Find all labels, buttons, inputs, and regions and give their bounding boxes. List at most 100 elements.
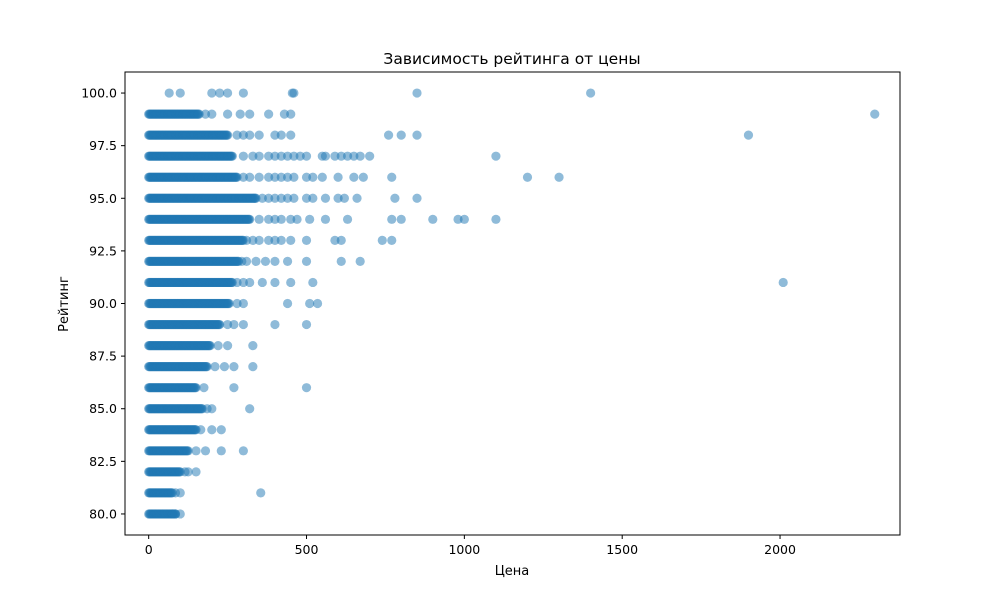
- data-point: [312, 298, 323, 309]
- data-point: [264, 235, 274, 245]
- data-point: [260, 256, 271, 267]
- points-layer: [144, 88, 880, 519]
- y-tick-label: 97.5: [89, 138, 117, 153]
- data-point: [191, 446, 201, 456]
- data-point: [241, 235, 252, 245]
- data-point: [282, 172, 293, 182]
- data-point: [254, 235, 264, 245]
- data-point: [276, 214, 286, 224]
- data-point: [238, 88, 248, 98]
- data-point: [286, 214, 296, 224]
- data-point: [270, 130, 280, 140]
- data-point: [276, 172, 286, 182]
- data-point: [219, 362, 230, 372]
- data-point: [336, 151, 346, 161]
- data-point: [308, 193, 318, 203]
- data-point: [270, 214, 280, 224]
- data-point: [232, 172, 242, 182]
- data-point: [317, 151, 327, 161]
- data-point: [238, 172, 248, 182]
- data-point: [301, 235, 312, 245]
- data-point: [229, 383, 239, 393]
- data-point: [254, 151, 264, 161]
- data-point: [778, 277, 788, 288]
- data-point: [554, 172, 564, 182]
- data-point: [264, 151, 274, 161]
- data-point: [254, 130, 264, 140]
- data-point: [175, 88, 185, 98]
- data-point: [743, 130, 754, 140]
- data-point: [254, 214, 264, 224]
- data-point: [412, 130, 422, 140]
- data-point: [286, 277, 296, 288]
- data-point: [342, 214, 353, 224]
- data-point: [257, 193, 267, 203]
- data-point: [270, 256, 280, 267]
- data-point: [336, 235, 346, 245]
- data-point: [264, 193, 274, 203]
- x-tick-label: 2000: [764, 542, 796, 557]
- data-point: [286, 130, 296, 140]
- data-point: [257, 277, 267, 288]
- data-point: [248, 235, 258, 245]
- data-point: [202, 362, 212, 372]
- data-point: [282, 256, 293, 267]
- data-point: [428, 214, 438, 224]
- chart-title: Зависимость рейтинга от цены: [383, 50, 640, 68]
- data-point: [301, 151, 312, 161]
- y-tick-label: 82.5: [89, 454, 117, 469]
- data-point: [248, 340, 258, 351]
- y-tick-label: 95.0: [89, 191, 117, 206]
- data-point: [412, 193, 422, 203]
- data-point: [270, 151, 280, 161]
- data-point: [251, 256, 261, 267]
- data-point: [238, 277, 248, 288]
- data-point: [270, 193, 280, 203]
- data-point: [264, 109, 274, 119]
- data-point: [383, 130, 394, 140]
- data-point: [238, 298, 248, 309]
- y-axis-label: Рейтинг: [57, 276, 72, 332]
- data-point: [412, 88, 422, 98]
- data-point: [387, 235, 397, 245]
- data-point: [245, 172, 255, 182]
- y-tick-label: 92.5: [89, 243, 117, 258]
- data-point: [349, 151, 359, 161]
- data-point: [232, 298, 242, 309]
- data-point: [248, 362, 258, 372]
- data-point: [245, 214, 255, 224]
- data-point: [358, 172, 368, 182]
- data-point: [330, 151, 340, 161]
- data-point: [245, 130, 255, 140]
- data-point: [301, 383, 312, 393]
- data-point: [270, 172, 280, 182]
- data-point: [224, 298, 234, 309]
- data-point: [333, 193, 343, 203]
- data-point: [453, 214, 463, 224]
- data-point: [229, 319, 239, 330]
- data-point: [213, 340, 223, 351]
- data-point: [279, 109, 290, 119]
- data-point: [216, 425, 226, 435]
- data-point: [387, 214, 397, 224]
- data-point: [245, 277, 255, 288]
- data-point: [352, 193, 362, 203]
- data-point: [223, 109, 233, 119]
- data-point: [270, 319, 280, 330]
- data-point: [254, 172, 264, 182]
- data-point: [200, 109, 211, 119]
- data-point: [270, 277, 280, 288]
- data-point: [229, 362, 239, 372]
- data-point: [301, 319, 312, 330]
- data-point: [320, 193, 331, 203]
- data-point: [305, 298, 315, 309]
- x-axis-label: Цена: [495, 564, 530, 579]
- data-point: [215, 88, 225, 98]
- x-axis-ticks: 0 500 1000 1500 2000: [145, 535, 796, 557]
- data-point: [390, 193, 400, 203]
- data-point: [251, 193, 261, 203]
- data-point: [216, 446, 226, 456]
- x-tick-label: 1500: [606, 542, 638, 557]
- data-point: [292, 214, 302, 224]
- x-tick-label: 0: [145, 542, 153, 557]
